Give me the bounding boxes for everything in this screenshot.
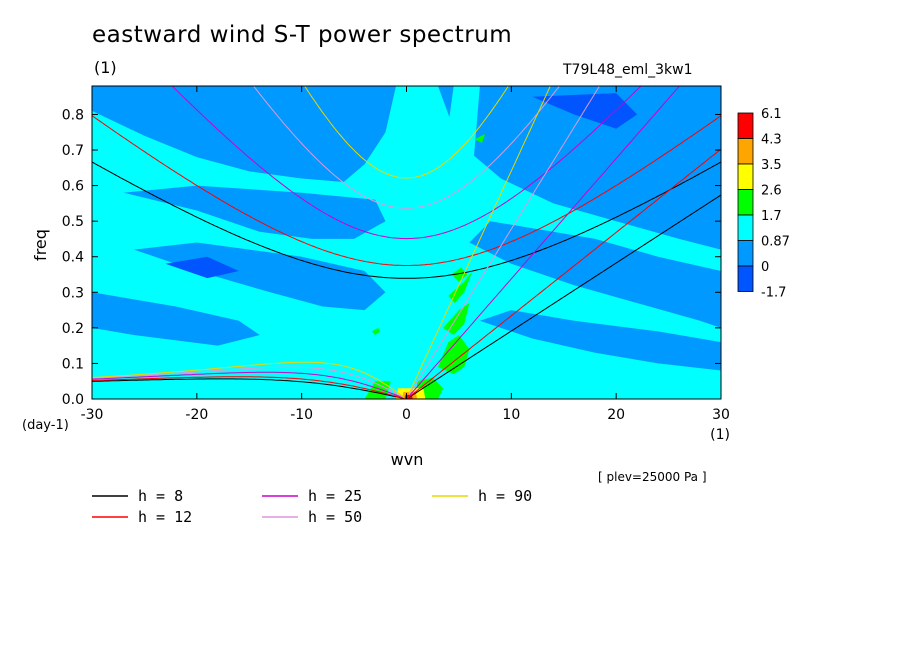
legend-label: h = 90 [478, 487, 532, 505]
colorbar-label: 1.7 [761, 209, 782, 224]
colorbar-label: 0.87 [761, 235, 790, 250]
x-tick-label: 0 [402, 407, 411, 423]
inertia-gravity-wave-curve [171, 86, 642, 240]
kelvin-wave-curve [408, 86, 551, 394]
rossby-wave-curve [92, 378, 404, 399]
chart-subtitle: (1) [94, 58, 117, 77]
y-tick-label: 0.6 [62, 179, 84, 195]
kelvin-wave-curve [408, 86, 681, 397]
power-patch [123, 185, 386, 239]
y-tick-label: 0.8 [62, 107, 84, 123]
y-tick-label: 0.1 [62, 356, 84, 372]
power-patch [92, 86, 396, 182]
power-patch [474, 134, 486, 143]
colorbar-swatch [737, 265, 754, 292]
power-patch [438, 86, 721, 250]
x-tick-label: -20 [185, 407, 208, 423]
colorbar-label: 2.6 [761, 184, 782, 199]
colorbar-swatch [737, 189, 754, 216]
legend-label: h = 25 [308, 487, 362, 505]
power-patch [371, 327, 381, 335]
y-axis-unit: (day-1) [22, 418, 69, 433]
power-patch [427, 86, 480, 392]
y-axis-label: freq [31, 229, 50, 261]
x-axis-unit: (1) [710, 427, 730, 443]
legend-label: h = 50 [308, 508, 362, 526]
power-patch [438, 335, 470, 375]
kelvin-wave-curve [408, 148, 721, 398]
x-axis-label: wvn [391, 450, 424, 469]
power-patch [451, 267, 468, 282]
legend-label: h = 8 [138, 487, 183, 505]
rossby-wave-curve [92, 366, 405, 399]
colorbar-label: -1.7 [761, 286, 786, 301]
inertia-gravity-wave-curve [304, 86, 509, 179]
axes: -30 -20 -10 0 10 20 30 0.0 0.1 0.2 0.3 0.4 0.5 0.6 0.7… [22, 85, 730, 469]
colorbar-swatch [737, 163, 754, 190]
kelvin-wave-curve [408, 194, 721, 398]
power-patch [165, 256, 239, 279]
rossby-wave-curve [92, 371, 405, 399]
y-tick-label: 0.7 [62, 143, 84, 159]
power-patch [469, 221, 721, 328]
colorbar-label: 0 [761, 260, 769, 275]
x-tick-label: -10 [290, 407, 313, 423]
colorbar-swatch [737, 214, 754, 241]
y-tick-label: 0.5 [62, 214, 84, 230]
inertia-gravity-wave-curve [92, 115, 721, 266]
power-patch [479, 310, 721, 371]
y-tick-label: 0.0 [62, 392, 84, 408]
colorbar-swatch [737, 112, 754, 139]
run-name: T79L48_eml_3kw1 [563, 62, 693, 78]
legend: h = 8 h = 12 h = 25 h = 50 h = 90 [92, 487, 532, 526]
colorbar-swatch [737, 240, 754, 267]
x-tick-label: 30 [712, 407, 730, 423]
power-patch [92, 292, 260, 346]
colorbar-label: 3.5 [761, 158, 782, 173]
rossby-wave-curve [92, 376, 405, 399]
colorbar: 6.1 4.3 3.5 2.6 1.7 0.87 0 -1.7 [737, 107, 790, 301]
kelvin-wave-curve [408, 86, 601, 395]
legend-label: h = 12 [138, 508, 192, 526]
colorbar-label: 6.1 [761, 107, 782, 122]
x-tick-label: -30 [81, 407, 104, 423]
inertia-gravity-wave-curve [252, 86, 561, 209]
colorbar-swatch [737, 138, 754, 165]
pressure-level-note: [ plev=25000 Pa ] [598, 470, 707, 484]
dispersion-curves [92, 86, 721, 399]
x-tick-label: 20 [607, 407, 625, 423]
colorbar-label: 4.3 [761, 133, 782, 148]
inertia-gravity-wave-curve [92, 161, 721, 279]
y-tick-label: 0.2 [62, 321, 84, 337]
y-tick-label: 0.3 [62, 285, 84, 301]
power-contours [92, 86, 721, 399]
y-tick-label: 0.4 [62, 250, 84, 266]
x-tick-label: 10 [502, 407, 520, 423]
chart-title: eastward wind S-T power spectrum [92, 22, 513, 48]
rossby-wave-curve [92, 361, 405, 398]
